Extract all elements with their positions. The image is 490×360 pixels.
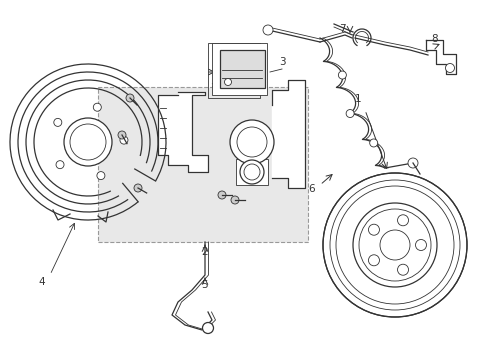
Text: 3: 3 bbox=[279, 57, 285, 67]
Circle shape bbox=[346, 109, 354, 117]
Circle shape bbox=[397, 264, 409, 275]
Text: 4: 4 bbox=[39, 277, 45, 287]
Circle shape bbox=[323, 173, 467, 317]
Circle shape bbox=[368, 224, 379, 235]
Polygon shape bbox=[158, 92, 208, 172]
Circle shape bbox=[339, 71, 346, 79]
Text: 1: 1 bbox=[355, 94, 361, 104]
Circle shape bbox=[231, 196, 239, 204]
Circle shape bbox=[397, 215, 409, 226]
Circle shape bbox=[54, 118, 62, 126]
Circle shape bbox=[202, 323, 214, 333]
Circle shape bbox=[120, 136, 128, 144]
Circle shape bbox=[416, 239, 426, 251]
Circle shape bbox=[353, 203, 437, 287]
Text: 7: 7 bbox=[339, 24, 345, 34]
Circle shape bbox=[445, 63, 455, 72]
Bar bbox=[212, 43, 267, 95]
Text: 2: 2 bbox=[202, 247, 208, 257]
Circle shape bbox=[368, 255, 379, 266]
Circle shape bbox=[134, 184, 142, 192]
Circle shape bbox=[93, 103, 101, 111]
Text: 8: 8 bbox=[432, 34, 439, 44]
Circle shape bbox=[56, 161, 64, 168]
Circle shape bbox=[240, 160, 264, 184]
Bar bbox=[208, 43, 260, 98]
Bar bbox=[236, 129, 268, 155]
Circle shape bbox=[126, 94, 134, 102]
Circle shape bbox=[118, 131, 126, 139]
FancyBboxPatch shape bbox=[98, 87, 308, 242]
Circle shape bbox=[408, 158, 418, 168]
Text: 5: 5 bbox=[202, 280, 208, 290]
Circle shape bbox=[230, 120, 274, 164]
Polygon shape bbox=[426, 40, 456, 74]
Circle shape bbox=[380, 230, 410, 260]
Text: 6: 6 bbox=[309, 184, 315, 194]
Circle shape bbox=[97, 172, 105, 180]
Circle shape bbox=[263, 25, 273, 35]
Circle shape bbox=[64, 118, 112, 166]
Circle shape bbox=[369, 139, 378, 147]
Bar bbox=[220, 50, 265, 88]
Circle shape bbox=[218, 191, 226, 199]
Bar bbox=[236, 159, 268, 185]
Polygon shape bbox=[272, 80, 305, 188]
Circle shape bbox=[224, 78, 231, 86]
